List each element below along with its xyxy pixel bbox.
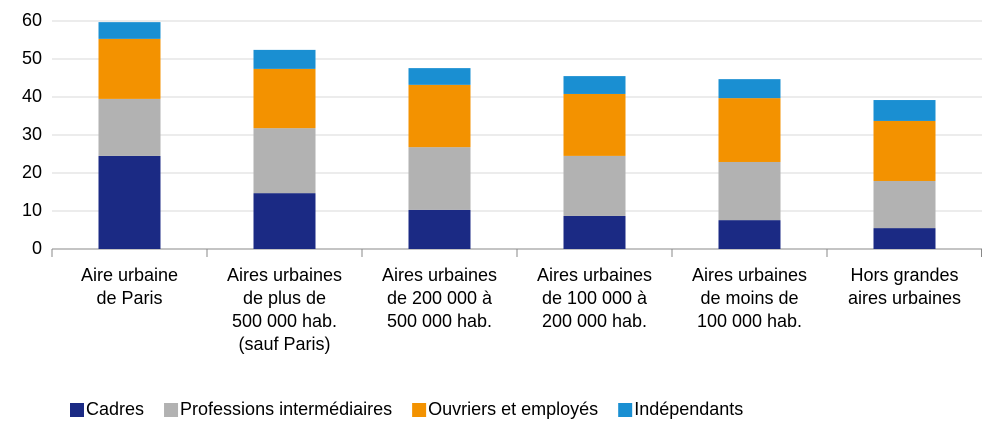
- bar-segment: [563, 155, 626, 216]
- x-tick-label: de moins de: [700, 288, 798, 308]
- bar-segment: [873, 100, 936, 121]
- legend-swatch: [618, 403, 633, 417]
- x-tick-label: (sauf Paris): [238, 334, 330, 354]
- y-tick-label: 0: [32, 238, 42, 258]
- bar-segment: [718, 220, 781, 249]
- x-tick-label: Aires urbaines: [692, 265, 807, 285]
- x-tick-label: 200 000 hab.: [542, 311, 647, 331]
- y-tick-label: 30: [22, 124, 42, 144]
- x-tick-label: 100 000 hab.: [697, 311, 802, 331]
- legend-swatch: [70, 403, 84, 417]
- bar-segment: [98, 155, 161, 249]
- bar-segment: [563, 93, 626, 156]
- bar-segment: [873, 228, 936, 249]
- x-tick-label: Aires urbaines: [537, 265, 652, 285]
- x-tick-label: 500 000 hab.: [387, 311, 492, 331]
- legend-label: Professions intermédiaires: [180, 399, 392, 419]
- legend-label: Ouvriers et employés: [428, 399, 598, 419]
- bar-segment: [718, 98, 781, 162]
- y-tick-label: 10: [22, 200, 42, 220]
- legend-label: Cadres: [86, 399, 144, 419]
- bar-segment: [408, 68, 471, 85]
- x-tick-label: 500 000 hab.: [232, 311, 337, 331]
- bar-segment: [563, 215, 626, 249]
- bar-segment: [253, 128, 316, 194]
- bar-segment: [408, 147, 471, 210]
- bar-segment: [253, 193, 316, 249]
- bar-segment: [563, 76, 626, 94]
- y-tick-label: 20: [22, 162, 42, 182]
- bar-segment: [873, 180, 936, 229]
- bar-segment: [98, 38, 161, 99]
- bar-segment: [408, 84, 471, 148]
- bar-segment: [98, 98, 161, 156]
- x-tick-label: Aires urbaines: [227, 265, 342, 285]
- x-tick-label: Hors grandes: [850, 265, 958, 285]
- x-tick-label: de Paris: [96, 288, 162, 308]
- x-tick-label: Aires urbaines: [382, 265, 497, 285]
- legend-swatch: [164, 403, 179, 417]
- bar-segment: [253, 68, 316, 129]
- bar-segment: [408, 209, 471, 249]
- x-tick-label: de plus de: [243, 288, 326, 308]
- bar-segment: [873, 120, 936, 181]
- y-tick-label: 60: [22, 10, 42, 30]
- y-tick-label: 40: [22, 86, 42, 106]
- x-tick-label: aires urbaines: [848, 288, 961, 308]
- x-tick-label: de 100 000 à: [542, 288, 648, 308]
- x-tick-label: de 200 000 à: [387, 288, 493, 308]
- x-tick-label: Aire urbaine: [81, 265, 178, 285]
- bar-segment: [253, 49, 316, 69]
- legend-label: Indépendants: [634, 399, 743, 419]
- bar-segment: [718, 79, 781, 99]
- legend-swatch: [412, 403, 427, 417]
- y-tick-label: 50: [22, 48, 42, 68]
- bar-segment: [98, 22, 161, 39]
- bar-segment: [718, 161, 781, 221]
